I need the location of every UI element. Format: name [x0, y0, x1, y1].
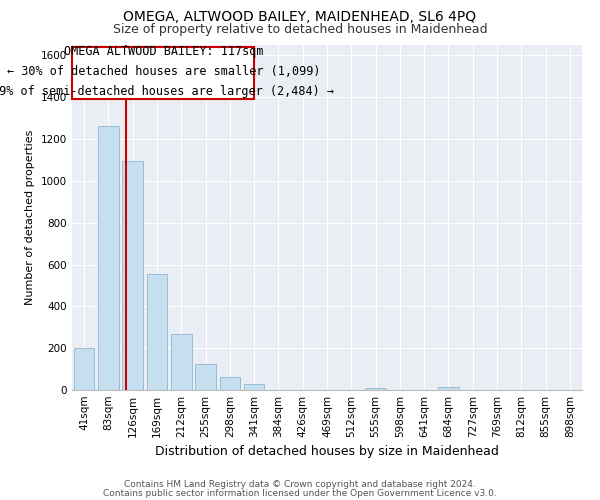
Bar: [438, 387, 459, 390]
Bar: [146, 274, 167, 390]
Bar: [365, 388, 386, 390]
Y-axis label: Number of detached properties: Number of detached properties: [25, 130, 35, 305]
Text: OMEGA ALTWOOD BAILEY: 117sqm
← 30% of detached houses are smaller (1,099)
69% of: OMEGA ALTWOOD BAILEY: 117sqm ← 30% of de…: [0, 44, 334, 98]
Bar: [220, 378, 240, 390]
Bar: [171, 334, 191, 390]
Bar: [122, 161, 143, 390]
FancyBboxPatch shape: [73, 47, 254, 100]
Text: Contains public sector information licensed under the Open Government Licence v3: Contains public sector information licen…: [103, 488, 497, 498]
X-axis label: Distribution of detached houses by size in Maidenhead: Distribution of detached houses by size …: [155, 446, 499, 458]
Text: OMEGA, ALTWOOD BAILEY, MAIDENHEAD, SL6 4PQ: OMEGA, ALTWOOD BAILEY, MAIDENHEAD, SL6 4…: [124, 10, 476, 24]
Bar: [74, 348, 94, 390]
Text: Contains HM Land Registry data © Crown copyright and database right 2024.: Contains HM Land Registry data © Crown c…: [124, 480, 476, 489]
Bar: [98, 126, 119, 390]
Bar: [244, 384, 265, 390]
Text: Size of property relative to detached houses in Maidenhead: Size of property relative to detached ho…: [113, 22, 487, 36]
Bar: [195, 364, 216, 390]
